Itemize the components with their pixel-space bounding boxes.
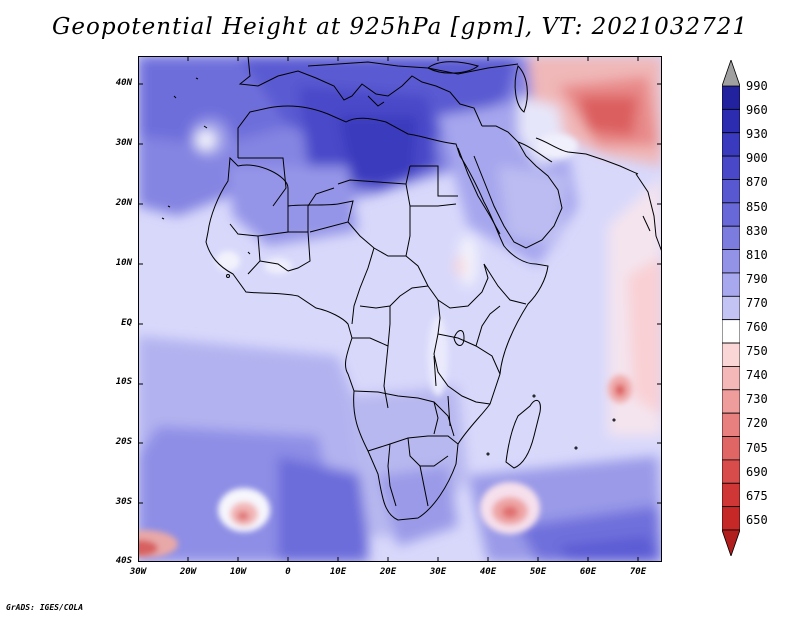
map-frame [138, 56, 662, 562]
colorbar-level-label: 675 [746, 488, 768, 503]
colorbar-cell [722, 202, 740, 227]
colorbar-cell [722, 155, 740, 180]
colorbar-cell [722, 132, 740, 157]
lon-label: 30E [429, 567, 447, 577]
coastlines-and-borders [161, 56, 662, 521]
lon-label: 0 [285, 567, 291, 577]
lat-label: 10S [115, 377, 132, 387]
lon-label: 10E [329, 567, 347, 577]
lat-label: 30S [115, 497, 132, 507]
colorbar-level-label: 720 [746, 416, 768, 431]
lat-label: EQ [121, 318, 132, 328]
colorbar-level-label: 650 [746, 512, 768, 527]
colorbar-cell [722, 85, 740, 110]
colorbar-cell [722, 295, 740, 321]
colorbar-cell [722, 366, 740, 391]
colorbar-cell [722, 436, 740, 461]
lon-label: 20W [179, 567, 197, 577]
madagascar [505, 399, 541, 469]
height-field-shading [138, 56, 662, 562]
colorbar-level-label: 750 [746, 344, 768, 359]
colorbar-cell [722, 412, 740, 437]
colorbar-level-label: 730 [746, 392, 768, 407]
colorbar-level-label: 990 [746, 79, 768, 93]
lon-label: 40E [479, 567, 497, 577]
local-lows [138, 134, 632, 558]
lon-label: 20E [379, 567, 397, 577]
colorbar-cell [722, 249, 740, 274]
lon-label: 70E [629, 567, 647, 577]
colorbar-level-label: 930 [746, 127, 768, 142]
lon-label: 60E [579, 567, 597, 577]
colorbar-level-label: 740 [746, 368, 768, 383]
colorbar-top-arrow [722, 60, 740, 87]
colorbar-cell [722, 179, 740, 204]
colorbar-cell [722, 482, 740, 508]
colorbar-cell [722, 389, 740, 414]
lat-label: 40S [115, 556, 132, 566]
lat-label: 20S [115, 437, 132, 447]
africa-coastline [205, 105, 549, 521]
colorbar-cell [722, 272, 740, 297]
colorbar-cell [722, 319, 740, 344]
colorbar [722, 60, 740, 556]
lon-label: 30W [129, 567, 147, 577]
colorbar-cell [722, 459, 740, 484]
colorbar-level-label: 850 [746, 199, 768, 214]
colorbar-level-label: 810 [746, 247, 768, 262]
colorbar-bottom-arrow [722, 529, 740, 556]
lat-label: 10N [115, 258, 132, 268]
colorbar-cell [722, 342, 740, 367]
lon-label: 50E [529, 567, 547, 577]
colorbar-cell [722, 108, 740, 134]
colorbar-level-label: 760 [746, 320, 768, 334]
colorbar-cell [722, 506, 740, 531]
colorbar-cell [722, 225, 740, 250]
colorbar-level-label: 705 [746, 440, 768, 455]
colorbar-level-label: 830 [746, 223, 768, 238]
colorbar-level-label: 790 [746, 271, 768, 286]
colorbar-level-label: 960 [746, 103, 768, 118]
colorbar-level-label: 690 [746, 464, 768, 479]
lat-label: 40N [115, 78, 132, 88]
map-title: Geopotential Height at 925hPa [gpm], VT:… [52, 14, 748, 40]
colorbar-level-label: 870 [746, 175, 768, 190]
colorbar-level-label: 900 [746, 151, 768, 166]
credit-text: GrADS: IGES/COLA [6, 603, 84, 612]
lat-label: 20N [115, 198, 132, 208]
map-panel [138, 56, 662, 562]
lon-label: 10W [229, 567, 247, 577]
lat-label: 30N [115, 138, 132, 148]
geopotential-height-map [138, 56, 662, 562]
colorbar-level-label: 770 [746, 295, 768, 310]
